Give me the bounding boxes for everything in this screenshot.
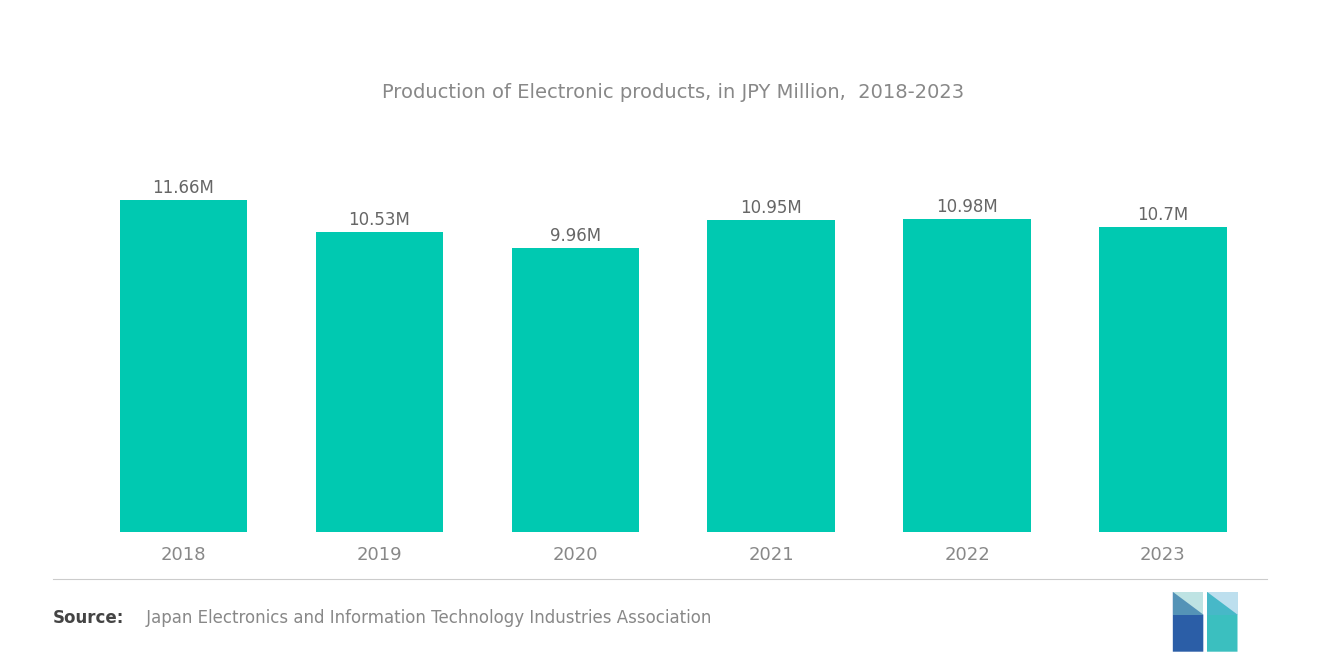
- Bar: [315, 232, 444, 532]
- Text: Japan Electronics and Information Technology Industries Association: Japan Electronics and Information Techno…: [141, 609, 711, 628]
- Text: 10.95M: 10.95M: [741, 199, 803, 217]
- Bar: [708, 220, 834, 532]
- Text: 10.7M: 10.7M: [1138, 206, 1188, 224]
- Text: Source:: Source:: [53, 609, 124, 628]
- Bar: [120, 200, 247, 532]
- Polygon shape: [1206, 592, 1238, 652]
- Bar: [512, 248, 639, 532]
- Polygon shape: [1173, 592, 1204, 614]
- Text: 10.53M: 10.53M: [348, 211, 411, 229]
- Bar: [903, 219, 1031, 532]
- Bar: [1100, 227, 1226, 532]
- Text: 9.96M: 9.96M: [549, 227, 601, 245]
- Text: 11.66M: 11.66M: [153, 179, 214, 197]
- Title: Production of Electronic products, in JPY Million,  2018-2023: Production of Electronic products, in JP…: [381, 83, 965, 102]
- Text: 10.98M: 10.98M: [936, 198, 998, 216]
- Polygon shape: [1206, 592, 1238, 614]
- Polygon shape: [1173, 592, 1204, 652]
